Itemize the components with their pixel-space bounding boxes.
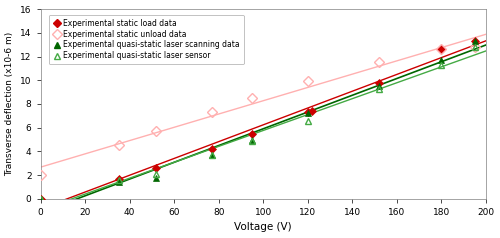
X-axis label: Voltage (V): Voltage (V) <box>234 223 292 233</box>
Legend: Experimental static load data, Experimental static unload data, Experimental qua: Experimental static load data, Experimen… <box>49 15 244 64</box>
Y-axis label: Transverse deflection (x10-6 m): Transverse deflection (x10-6 m) <box>6 32 15 176</box>
